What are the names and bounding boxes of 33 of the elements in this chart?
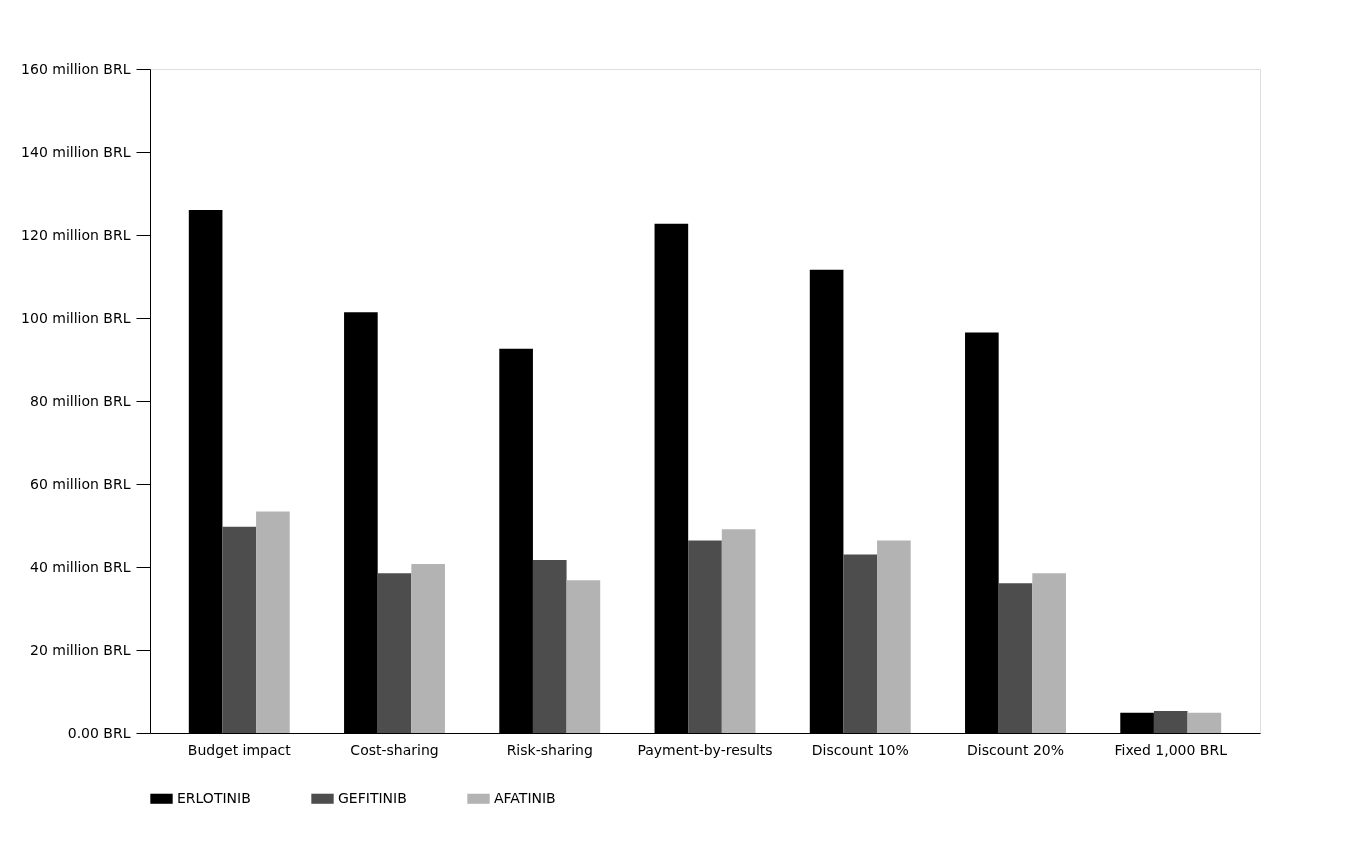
legend-label: AFATINIB [494,789,556,806]
y-tick-label: 80 million BRL [30,392,131,409]
x-tick-label: Fixed 1,000 BRL [1114,741,1228,758]
bar [222,526,257,733]
y-tick-label: 40 million BRL [30,558,131,575]
x-tick-label: Cost-sharing [350,741,439,758]
bar [998,583,1033,733]
x-tick-label: Budget impact [187,741,292,758]
x-tick-label: Discount 10% [811,741,909,758]
bar [532,559,567,733]
bar [256,511,290,733]
y-tick-label: 140 million BRL [21,143,131,160]
bar [1187,712,1222,733]
bar [377,573,412,733]
y-tick-label: 160 million BRL [21,60,131,77]
bar [721,529,756,733]
bar [877,540,911,733]
y-tick-label: 60 million BRL [30,475,131,492]
y-tick-label: 20 million BRL [30,641,131,658]
legend-label: GEFITINIB [338,789,407,806]
x-tick-label: Payment-by-results [637,741,773,758]
bar [843,554,878,733]
y-tick-label: 100 million BRL [21,309,131,326]
bar [1032,573,1066,733]
bar [411,564,445,733]
legend-label: ERLOTINIB [177,789,251,806]
bar [688,540,722,733]
bar [566,580,601,733]
x-tick-label: Risk-sharing [506,741,593,758]
y-tick-label: 0.00 BRL [67,724,131,741]
y-tick-label: 120 million BRL [21,226,131,243]
bar [1153,711,1188,733]
x-tick-label: Discount 20% [966,741,1065,758]
